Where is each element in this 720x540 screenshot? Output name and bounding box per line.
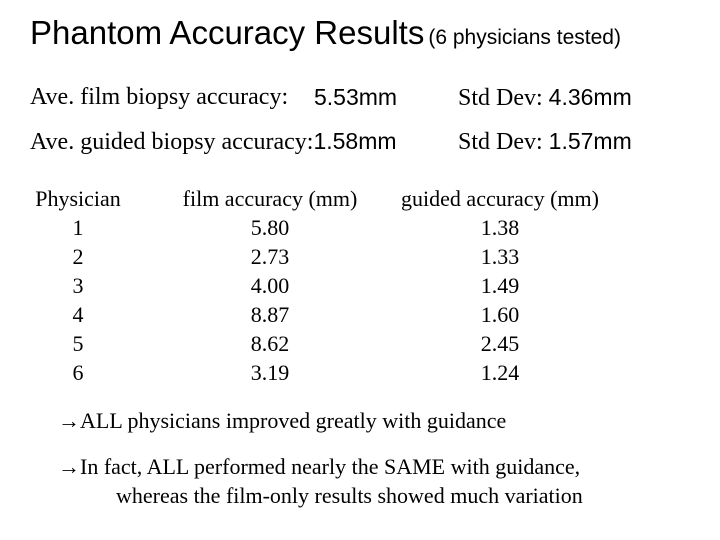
guided-summary: Ave. guided biopsy accuracy:1.58mm — [30, 128, 397, 156]
film-accuracy-cell: 8.87 — [250, 302, 290, 327]
film-std-value: 4.36mm — [548, 84, 632, 110]
film-summary: Ave. film biopsy accuracy: — [30, 84, 288, 111]
physician-cell: 6 — [72, 360, 84, 385]
arrow-right-icon: → — [58, 408, 80, 433]
film-accuracy-cell: 5.80 — [250, 215, 290, 240]
guided-accuracy-column: guided accuracy (mm) 1.38 1.33 1.49 1.60… — [390, 184, 610, 387]
guided-accuracy-cell: 1.60 — [480, 302, 520, 327]
physician-cell: 5 — [72, 331, 84, 356]
physician-cell: 4 — [72, 302, 84, 327]
guided-avg-label: Ave. guided biopsy accuracy: — [30, 129, 314, 155]
note-improved: →ALL physicians improved greatly with gu… — [58, 406, 506, 435]
physician-column: Physician 1 2 3 4 5 6 — [30, 184, 126, 387]
arrow-right-icon: → — [58, 454, 80, 479]
note-same: →In fact, ALL performed nearly the SAME … — [58, 452, 583, 510]
guided-std-value: 1.57mm — [548, 128, 632, 154]
guided-accuracy-cell: 1.24 — [480, 360, 520, 385]
title-main: Phantom Accuracy Results — [30, 14, 425, 51]
film-avg-value-wrap: 5.53mm — [314, 84, 397, 112]
film-accuracy-header: film accuracy (mm) — [182, 186, 358, 211]
film-accuracy-cell: 2.73 — [250, 244, 290, 269]
note-same-text-line2: whereas the film-only results showed muc… — [116, 483, 583, 508]
guided-accuracy-cell: 2.45 — [480, 331, 520, 356]
physician-cell: 3 — [72, 273, 84, 298]
film-accuracy-cell: 4.00 — [250, 273, 290, 298]
film-accuracy-cell: 8.62 — [250, 331, 290, 356]
film-accuracy-cell: 3.19 — [250, 360, 290, 385]
note-same-text-line1: In fact, ALL performed nearly the SAME w… — [80, 454, 581, 479]
guided-std-label: Std Dev: — [458, 129, 543, 155]
physician-cell: 2 — [72, 244, 84, 269]
guided-accuracy-cell: 1.33 — [480, 244, 520, 269]
guided-accuracy-cell: 1.49 — [480, 273, 520, 298]
film-accuracy-column: film accuracy (mm) 5.80 2.73 4.00 8.87 8… — [174, 184, 366, 387]
film-avg-label: Ave. film biopsy accuracy: — [30, 84, 289, 110]
title-subtitle: (6 physicians tested) — [428, 26, 621, 49]
page-title: Phantom Accuracy Results (6 physicians t… — [30, 14, 621, 52]
film-avg-value: 5.53mm — [314, 84, 398, 110]
physician-cell: 1 — [72, 215, 84, 240]
film-std: Std Dev: 4.36mm — [458, 84, 632, 112]
guided-avg-value: 1.58mm — [313, 128, 397, 154]
physician-header: Physician — [35, 186, 121, 211]
film-std-label: Std Dev: — [458, 85, 543, 111]
guided-accuracy-cell: 1.38 — [480, 215, 520, 240]
guided-std: Std Dev: 1.57mm — [458, 128, 632, 156]
note-improved-text: ALL physicians improved greatly with gui… — [80, 408, 507, 433]
guided-accuracy-header: guided accuracy (mm) — [401, 186, 599, 211]
